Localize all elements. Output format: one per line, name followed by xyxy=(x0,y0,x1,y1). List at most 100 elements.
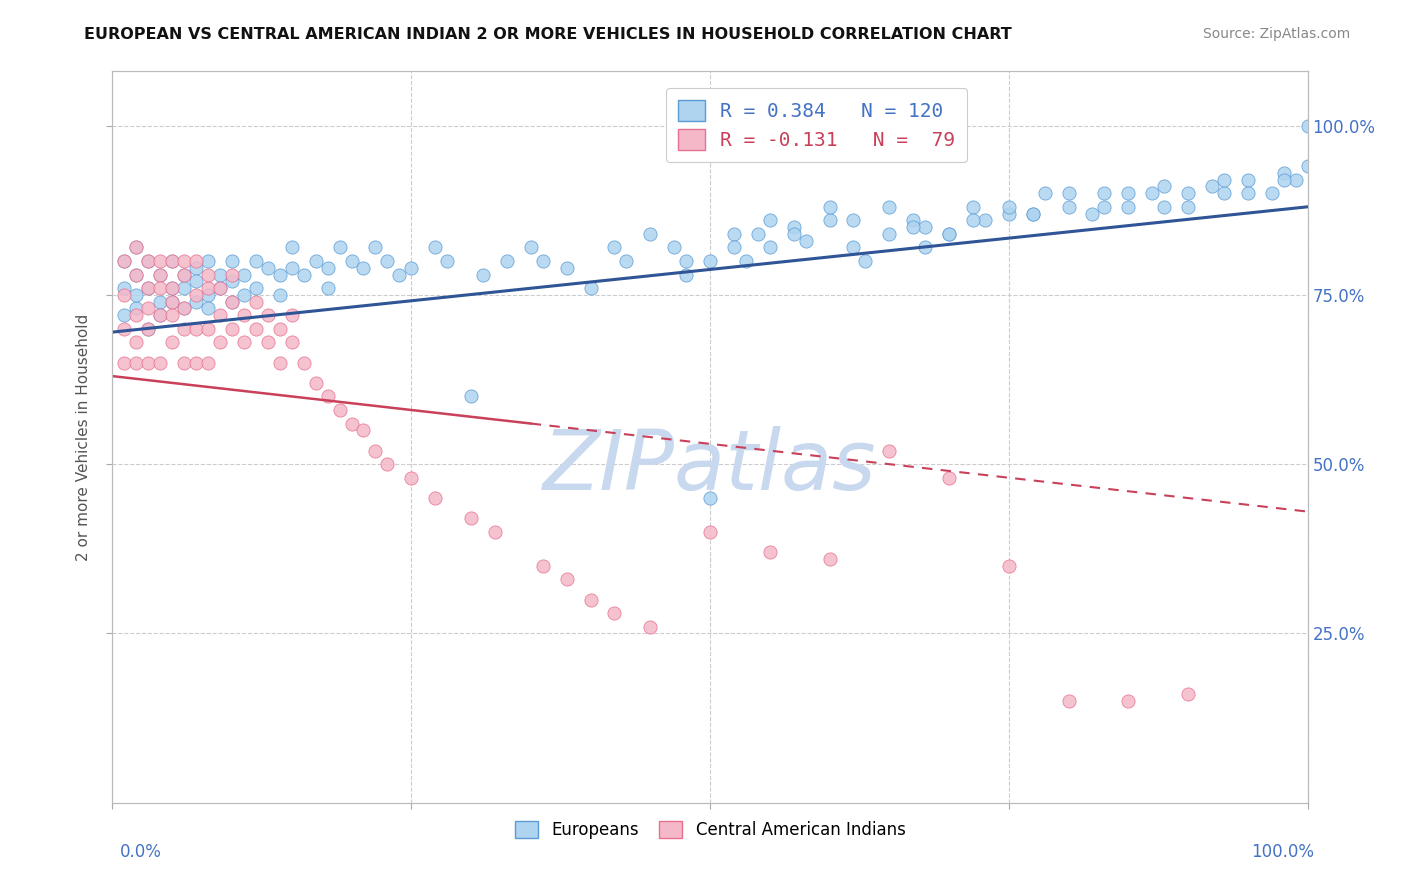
Point xyxy=(1142,186,1164,201)
Point xyxy=(747,227,769,241)
Point xyxy=(1296,119,1319,133)
Point xyxy=(914,240,936,254)
Point xyxy=(257,308,280,322)
Point xyxy=(316,281,339,295)
Point xyxy=(316,389,339,403)
Point xyxy=(316,260,339,275)
Point xyxy=(269,355,291,369)
Point xyxy=(759,240,782,254)
Point xyxy=(794,234,817,248)
Point xyxy=(1201,179,1223,194)
Point xyxy=(281,335,304,350)
Point xyxy=(257,260,280,275)
Point xyxy=(186,254,208,268)
Point xyxy=(1094,186,1116,201)
Point xyxy=(149,268,172,282)
Point xyxy=(879,200,901,214)
Point xyxy=(1057,200,1080,214)
Point xyxy=(149,294,172,309)
Point xyxy=(531,254,554,268)
Point xyxy=(162,281,183,295)
Point xyxy=(555,260,578,275)
Point xyxy=(162,335,183,350)
Point xyxy=(173,355,195,369)
Point xyxy=(723,227,745,241)
Legend: Europeans, Central American Indians: Europeans, Central American Indians xyxy=(508,814,912,846)
Point xyxy=(197,254,219,268)
Point xyxy=(221,268,243,282)
Point xyxy=(1057,186,1080,201)
Point xyxy=(460,511,482,525)
Point xyxy=(1177,186,1199,201)
Point xyxy=(1118,186,1140,201)
Point xyxy=(138,281,160,295)
Point xyxy=(162,294,183,309)
Point xyxy=(735,254,758,268)
Text: 0.0%: 0.0% xyxy=(120,843,162,861)
Point xyxy=(114,308,135,322)
Point xyxy=(914,220,936,235)
Point xyxy=(233,308,256,322)
Point xyxy=(903,213,925,227)
Point xyxy=(579,281,602,295)
Point xyxy=(818,213,841,227)
Point xyxy=(425,491,447,505)
Point xyxy=(1261,186,1284,201)
Point xyxy=(1177,200,1199,214)
Point xyxy=(520,240,543,254)
Point xyxy=(245,281,267,295)
Point xyxy=(209,281,232,295)
Point xyxy=(1094,200,1116,214)
Point xyxy=(125,335,148,350)
Point xyxy=(640,620,662,634)
Point xyxy=(281,240,304,254)
Point xyxy=(1081,206,1104,220)
Point xyxy=(125,301,148,316)
Point xyxy=(329,403,352,417)
Point xyxy=(197,301,219,316)
Point xyxy=(125,268,148,282)
Point xyxy=(138,281,160,295)
Point xyxy=(221,274,243,288)
Point xyxy=(1272,172,1295,186)
Point xyxy=(281,260,304,275)
Text: EUROPEAN VS CENTRAL AMERICAN INDIAN 2 OR MORE VEHICLES IN HOUSEHOLD CORRELATION : EUROPEAN VS CENTRAL AMERICAN INDIAN 2 OR… xyxy=(84,27,1012,42)
Point xyxy=(149,254,172,268)
Point xyxy=(149,355,172,369)
Point xyxy=(401,471,423,485)
Point xyxy=(962,200,984,214)
Point xyxy=(292,355,315,369)
Point xyxy=(352,260,374,275)
Point xyxy=(818,552,841,566)
Point xyxy=(401,260,423,275)
Point xyxy=(149,268,172,282)
Point xyxy=(173,301,195,316)
Point xyxy=(938,471,960,485)
Point xyxy=(723,240,745,254)
Point xyxy=(173,301,195,316)
Point xyxy=(245,254,267,268)
Point xyxy=(938,227,960,241)
Point xyxy=(221,294,243,309)
Point xyxy=(221,294,243,309)
Point xyxy=(186,274,208,288)
Point xyxy=(149,308,172,322)
Point xyxy=(759,213,782,227)
Point xyxy=(125,240,148,254)
Point xyxy=(998,206,1021,220)
Point xyxy=(245,294,267,309)
Point xyxy=(149,281,172,295)
Point xyxy=(1177,688,1199,702)
Point xyxy=(114,322,135,336)
Point xyxy=(1057,694,1080,708)
Point xyxy=(269,322,291,336)
Point xyxy=(281,308,304,322)
Point xyxy=(138,322,160,336)
Point xyxy=(292,268,315,282)
Point xyxy=(364,443,387,458)
Point xyxy=(699,524,721,539)
Point xyxy=(245,322,267,336)
Point xyxy=(842,240,865,254)
Point xyxy=(197,288,219,302)
Point xyxy=(305,254,328,268)
